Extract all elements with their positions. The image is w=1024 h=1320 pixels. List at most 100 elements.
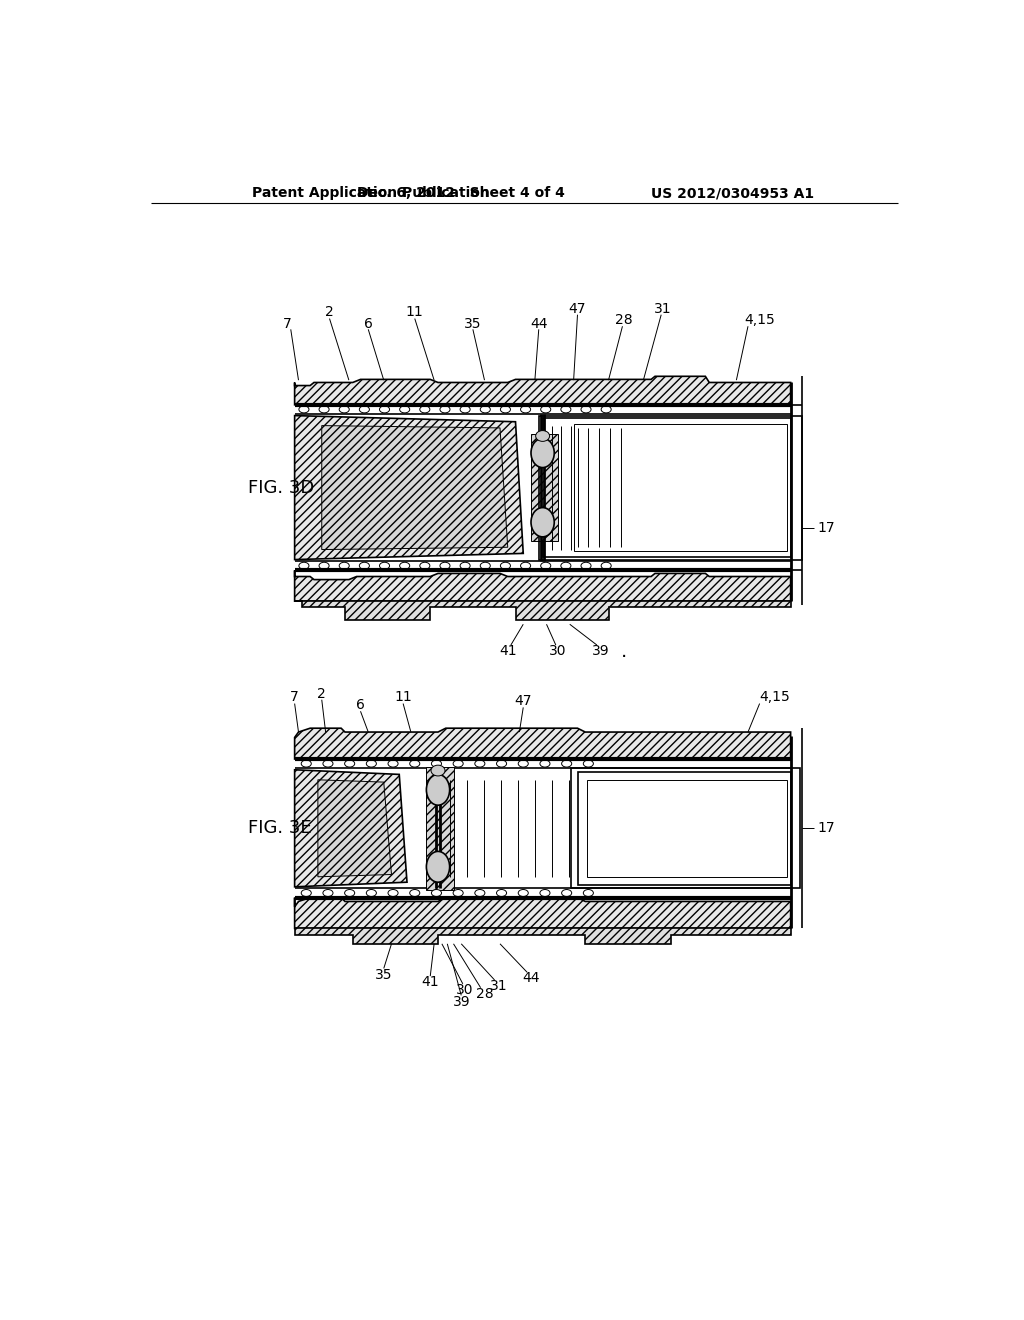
Polygon shape xyxy=(295,570,791,601)
Ellipse shape xyxy=(410,890,420,896)
Polygon shape xyxy=(295,601,791,620)
Ellipse shape xyxy=(388,760,398,767)
Text: 7: 7 xyxy=(283,317,291,331)
Ellipse shape xyxy=(323,760,333,767)
Bar xyxy=(539,416,802,560)
Text: 17: 17 xyxy=(818,821,836,836)
Text: 4,15: 4,15 xyxy=(744,313,775,327)
Text: 31: 31 xyxy=(654,301,672,315)
Text: 41: 41 xyxy=(499,644,516,659)
Ellipse shape xyxy=(536,430,550,441)
Polygon shape xyxy=(531,434,558,541)
Ellipse shape xyxy=(601,562,611,569)
Ellipse shape xyxy=(531,438,554,467)
Ellipse shape xyxy=(480,407,490,413)
Text: FIG. 3E: FIG. 3E xyxy=(248,820,311,837)
Ellipse shape xyxy=(584,760,593,767)
Ellipse shape xyxy=(453,890,463,896)
Ellipse shape xyxy=(345,760,354,767)
Text: Dec. 6, 2012   Sheet 4 of 4: Dec. 6, 2012 Sheet 4 of 4 xyxy=(357,186,565,201)
Text: 39: 39 xyxy=(592,644,609,659)
Text: 31: 31 xyxy=(489,979,507,993)
Ellipse shape xyxy=(345,890,354,896)
Ellipse shape xyxy=(323,890,333,896)
Ellipse shape xyxy=(561,890,571,896)
Polygon shape xyxy=(317,780,391,876)
Text: 11: 11 xyxy=(394,690,412,705)
Ellipse shape xyxy=(518,890,528,896)
Ellipse shape xyxy=(501,562,510,569)
Text: .: . xyxy=(621,642,627,661)
Ellipse shape xyxy=(561,562,571,569)
Ellipse shape xyxy=(431,890,441,896)
Polygon shape xyxy=(295,729,791,759)
Bar xyxy=(543,418,791,557)
Ellipse shape xyxy=(541,407,551,413)
Bar xyxy=(573,424,786,552)
Polygon shape xyxy=(295,898,791,928)
Ellipse shape xyxy=(339,407,349,413)
Ellipse shape xyxy=(399,407,410,413)
Text: 2: 2 xyxy=(317,686,326,701)
Text: 11: 11 xyxy=(406,305,424,319)
Ellipse shape xyxy=(420,407,430,413)
Ellipse shape xyxy=(475,760,485,767)
Ellipse shape xyxy=(581,407,591,413)
Ellipse shape xyxy=(497,760,507,767)
Text: 41: 41 xyxy=(422,975,439,989)
Text: 6: 6 xyxy=(364,317,373,331)
Ellipse shape xyxy=(380,562,389,569)
Ellipse shape xyxy=(601,407,611,413)
Text: 6: 6 xyxy=(356,698,365,711)
Ellipse shape xyxy=(426,775,450,805)
Ellipse shape xyxy=(440,562,450,569)
Ellipse shape xyxy=(388,890,398,896)
Ellipse shape xyxy=(520,407,530,413)
Text: 30: 30 xyxy=(457,983,474,997)
Ellipse shape xyxy=(301,890,311,896)
Text: 28: 28 xyxy=(476,987,494,1001)
Ellipse shape xyxy=(399,562,410,569)
Ellipse shape xyxy=(501,407,510,413)
Ellipse shape xyxy=(299,562,309,569)
Ellipse shape xyxy=(410,760,420,767)
Polygon shape xyxy=(295,416,523,560)
Ellipse shape xyxy=(359,562,370,569)
Text: 35: 35 xyxy=(375,968,392,982)
Ellipse shape xyxy=(460,562,470,569)
Ellipse shape xyxy=(426,851,450,882)
Ellipse shape xyxy=(319,407,329,413)
Text: 35: 35 xyxy=(464,317,481,331)
Ellipse shape xyxy=(541,562,551,569)
Polygon shape xyxy=(295,928,791,944)
Ellipse shape xyxy=(460,407,470,413)
Ellipse shape xyxy=(561,760,571,767)
Text: 44: 44 xyxy=(530,317,548,331)
Ellipse shape xyxy=(367,890,377,896)
Text: 30: 30 xyxy=(549,644,567,659)
Ellipse shape xyxy=(540,760,550,767)
Ellipse shape xyxy=(531,508,554,537)
Text: 47: 47 xyxy=(514,694,532,709)
Polygon shape xyxy=(426,767,454,890)
Text: US 2012/0304953 A1: US 2012/0304953 A1 xyxy=(651,186,814,201)
Ellipse shape xyxy=(319,562,329,569)
Ellipse shape xyxy=(453,760,463,767)
Polygon shape xyxy=(295,770,407,887)
Text: 39: 39 xyxy=(453,994,470,1008)
Ellipse shape xyxy=(581,562,591,569)
Ellipse shape xyxy=(540,890,550,896)
Bar xyxy=(578,772,791,884)
Ellipse shape xyxy=(339,562,349,569)
Text: Patent Application Publication: Patent Application Publication xyxy=(252,186,489,201)
Bar xyxy=(587,780,786,876)
Text: 44: 44 xyxy=(522,972,540,986)
Ellipse shape xyxy=(301,760,311,767)
Ellipse shape xyxy=(561,407,571,413)
Polygon shape xyxy=(322,425,508,549)
Text: FIG. 3D: FIG. 3D xyxy=(248,479,314,496)
Text: 28: 28 xyxy=(615,313,633,327)
Ellipse shape xyxy=(475,890,485,896)
Ellipse shape xyxy=(440,407,450,413)
Ellipse shape xyxy=(497,890,507,896)
